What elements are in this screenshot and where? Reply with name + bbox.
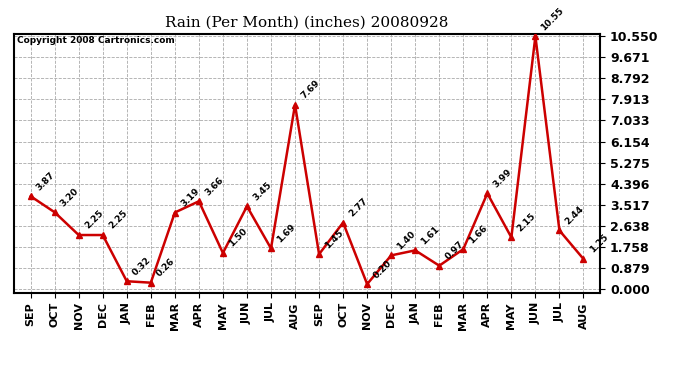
Text: 3.19: 3.19	[179, 186, 201, 209]
Text: 1.69: 1.69	[275, 222, 297, 244]
Text: 3.66: 3.66	[203, 175, 225, 197]
Text: 1.50: 1.50	[227, 227, 249, 249]
Text: 0.20: 0.20	[371, 258, 393, 280]
Text: 3.45: 3.45	[251, 180, 273, 202]
Text: 0.26: 0.26	[155, 256, 177, 279]
Text: 2.77: 2.77	[347, 196, 369, 218]
Text: 3.87: 3.87	[34, 170, 57, 192]
Text: 1.66: 1.66	[467, 223, 489, 245]
Text: 1.45: 1.45	[323, 228, 345, 250]
Text: 7.69: 7.69	[299, 78, 322, 101]
Text: 2.25: 2.25	[83, 209, 105, 231]
Text: 3.99: 3.99	[491, 167, 513, 189]
Text: 2.15: 2.15	[515, 211, 538, 233]
Text: 0.97: 0.97	[444, 239, 466, 261]
Text: 1.61: 1.61	[420, 224, 442, 246]
Text: 1.40: 1.40	[395, 229, 417, 251]
Text: Copyright 2008 Cartronics.com: Copyright 2008 Cartronics.com	[17, 36, 175, 45]
Text: 3.20: 3.20	[59, 186, 81, 208]
Text: 10.55: 10.55	[540, 6, 566, 32]
Text: 0.32: 0.32	[131, 255, 153, 277]
Text: 2.44: 2.44	[564, 204, 586, 226]
Title: Rain (Per Month) (inches) 20080928: Rain (Per Month) (inches) 20080928	[166, 16, 448, 30]
Text: 1.25: 1.25	[588, 233, 610, 255]
Text: 2.25: 2.25	[107, 209, 129, 231]
